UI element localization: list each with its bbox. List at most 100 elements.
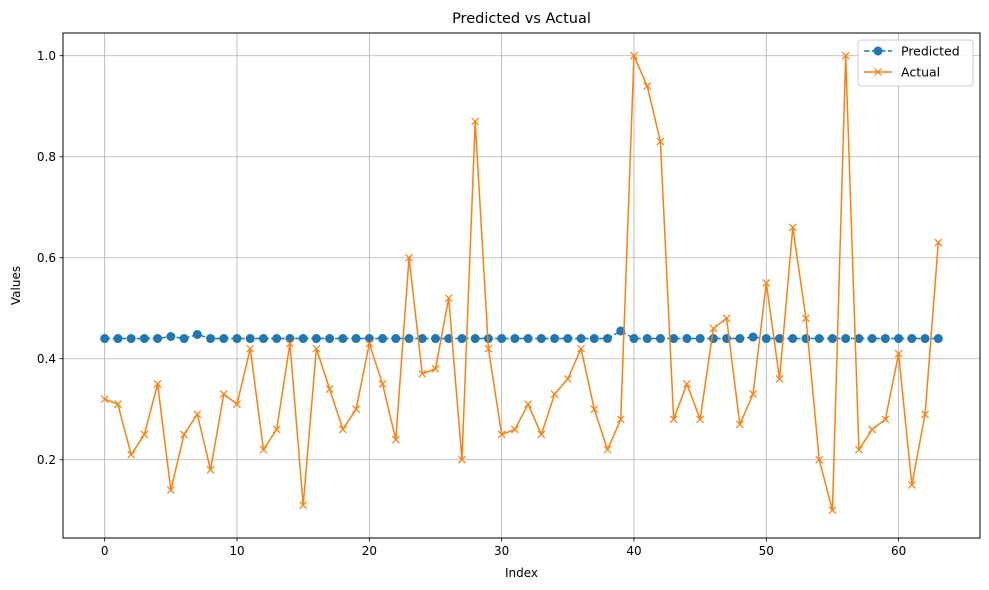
data-point-predicted <box>920 334 930 344</box>
data-point-actual <box>127 450 136 459</box>
data-point-actual <box>444 294 453 303</box>
data-point-actual <box>921 410 930 419</box>
data-point-actual <box>669 415 678 424</box>
x-tick-label: 30 <box>494 544 509 558</box>
data-point-predicted <box>139 334 149 344</box>
data-point-predicted <box>510 334 520 344</box>
y-tick-label: 0.6 <box>37 251 56 265</box>
data-point-actual <box>868 425 877 434</box>
data-point-predicted <box>417 334 427 344</box>
data-point-predicted <box>430 334 440 344</box>
data-point-actual <box>246 344 255 353</box>
data-point-actual <box>630 51 638 60</box>
data-point-actual <box>815 455 824 464</box>
data-point-predicted <box>576 334 586 344</box>
data-point-predicted <box>867 334 877 344</box>
data-point-predicted <box>179 334 189 344</box>
data-point-actual <box>325 385 334 393</box>
data-point-actual <box>894 349 903 358</box>
x-tick-label: 20 <box>362 544 377 558</box>
ticks: 0 10 20 30 40 50 60 0.2 0.4 0.6 0.8 1.0 <box>37 49 906 558</box>
data-point-predicted <box>166 332 176 342</box>
data-point-predicted <box>497 334 507 344</box>
data-point-predicted <box>232 334 242 344</box>
data-point-actual <box>166 486 175 494</box>
data-point-predicted <box>113 334 123 344</box>
data-point-predicted <box>391 334 401 344</box>
legend-predicted-label: Predicted <box>901 44 960 59</box>
data-point-predicted <box>523 334 533 344</box>
x-tick-label: 10 <box>229 544 244 558</box>
data-point-actual <box>709 324 718 333</box>
data-point-predicted <box>338 334 348 344</box>
data-point-actual <box>272 425 281 434</box>
data-point-predicted <box>695 334 705 344</box>
data-point-actual <box>696 415 705 424</box>
data-point-predicted <box>285 334 295 344</box>
data-point-actual <box>206 465 215 474</box>
data-point-predicted <box>894 334 904 344</box>
data-point-actual <box>749 390 757 398</box>
data-point-predicted <box>603 334 613 344</box>
data-point-predicted <box>245 334 255 344</box>
data-point-actual <box>682 380 691 388</box>
data-point-actual <box>378 380 387 388</box>
data-point-actual <box>219 390 228 398</box>
data-point-actual <box>762 279 771 287</box>
data-point-predicted <box>378 334 388 344</box>
data-point-predicted <box>470 334 480 344</box>
x-tick-label: 60 <box>891 544 906 558</box>
data-point-actual <box>907 481 916 489</box>
data-point-actual <box>497 430 506 439</box>
data-point-actual <box>113 400 122 409</box>
data-point-predicted <box>444 334 454 344</box>
data-point-predicted <box>708 334 718 344</box>
data-point-actual <box>828 506 837 515</box>
data-point-actual <box>405 253 413 262</box>
data-point-predicted <box>258 334 268 344</box>
data-point-predicted <box>325 334 335 344</box>
data-point-actual <box>854 445 863 454</box>
data-point-actual <box>193 410 202 419</box>
data-point-predicted <box>100 334 110 344</box>
data-point-predicted <box>669 334 679 344</box>
data-point-actual <box>100 395 109 404</box>
data-point-predicted <box>841 334 851 344</box>
data-point-predicted <box>589 334 599 344</box>
legend: Predicted Actual <box>857 39 974 87</box>
data-point-predicted <box>629 334 639 344</box>
series-predicted <box>100 326 943 344</box>
data-point-predicted <box>814 334 824 344</box>
data-point-actual <box>259 445 268 454</box>
data-point-predicted <box>748 332 758 342</box>
data-point-actual <box>656 137 665 146</box>
data-point-actual <box>881 415 890 424</box>
data-point-predicted <box>827 334 837 344</box>
data-point-predicted <box>126 334 136 344</box>
data-point-actual <box>603 445 612 454</box>
data-point-actual <box>286 339 294 348</box>
data-point-predicted <box>153 334 163 344</box>
data-point-actual <box>140 430 149 439</box>
x-axis-label: Index <box>505 566 538 580</box>
data-point-predicted <box>735 334 745 344</box>
data-point-actual <box>775 375 784 383</box>
data-point-actual <box>788 223 797 232</box>
legend-box <box>857 39 974 87</box>
data-point-predicted <box>272 334 282 344</box>
chart-title: Predicted vs Actual <box>452 11 591 27</box>
series-layer <box>100 51 943 515</box>
data-point-predicted <box>311 334 321 344</box>
data-point-actual <box>510 425 519 434</box>
data-point-actual <box>563 375 572 383</box>
data-point-actual <box>722 314 731 323</box>
data-point-actual <box>180 430 189 439</box>
data-point-predicted <box>801 334 811 344</box>
y-axis-label: Values <box>9 266 23 305</box>
data-point-actual <box>312 344 321 353</box>
legend-actual-marker <box>874 68 882 76</box>
data-point-predicted <box>775 334 785 344</box>
data-point-predicted <box>682 334 692 344</box>
data-point-predicted <box>854 334 864 344</box>
